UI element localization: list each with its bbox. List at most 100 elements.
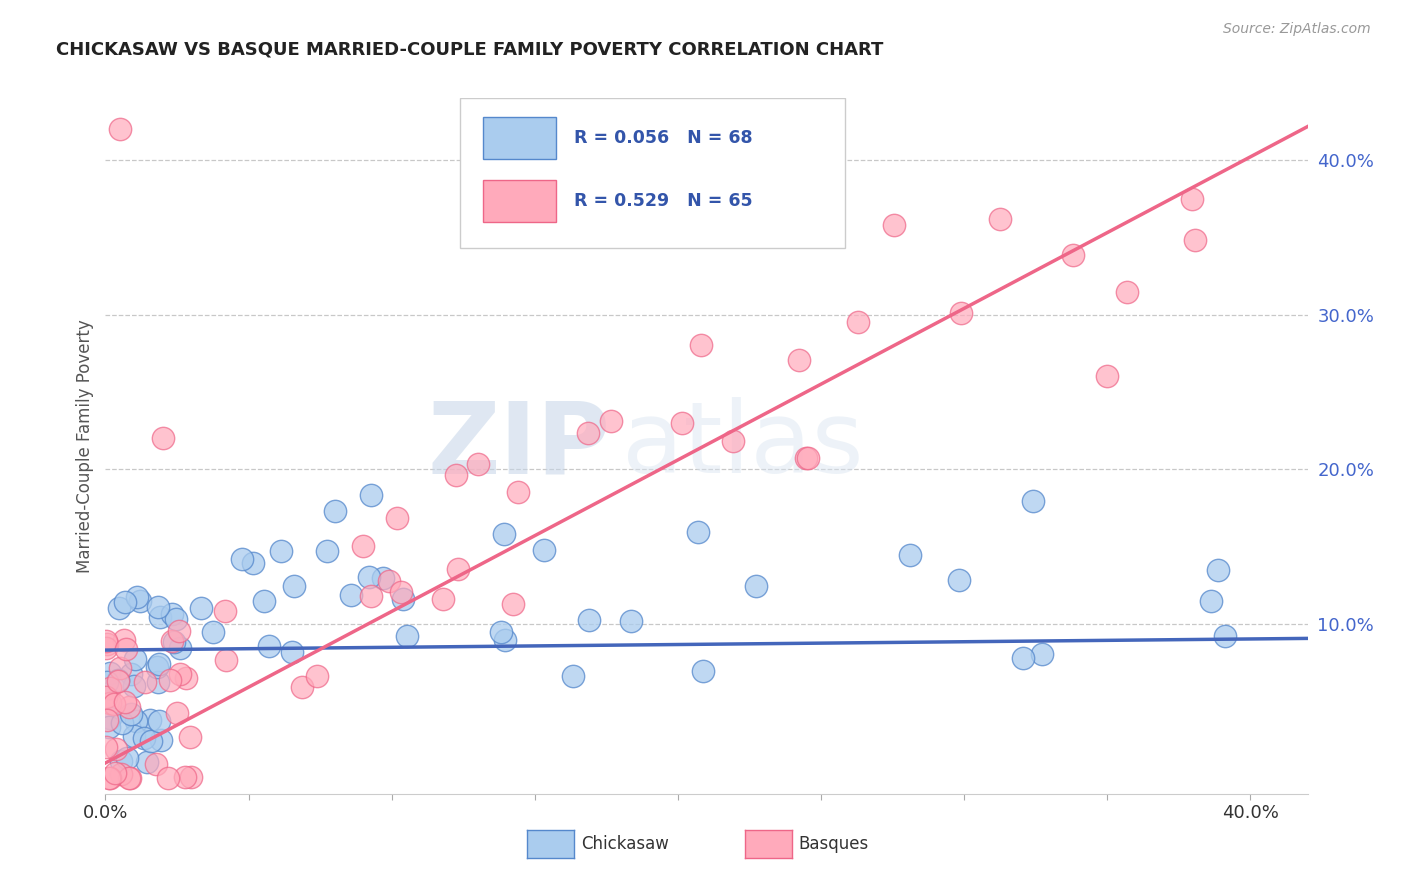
Point [257,640,280,654]
Point [148,657,170,672]
Point [110,755,132,769]
Point [360,488,382,502]
Point [145,756,167,771]
Point [107,673,129,688]
FancyBboxPatch shape [482,117,557,160]
Point [797,450,820,465]
Point [152,431,174,445]
Point [134,674,156,689]
Point [1184,233,1206,247]
Point [883,218,905,232]
Point [98,772,121,786]
Point [94,634,117,648]
Point [165,611,187,625]
Point [111,715,134,730]
Point [169,641,191,656]
Point [253,594,276,608]
FancyBboxPatch shape [460,98,845,248]
Point [1116,285,1139,300]
Point [98,681,121,695]
Point [1199,594,1222,608]
Point [1062,248,1084,262]
Point [323,504,346,518]
Point [949,306,972,320]
Point [690,338,713,352]
Point [141,734,163,748]
Point [150,732,173,747]
Point [620,614,643,628]
Point [1031,648,1053,662]
Point [360,590,382,604]
Text: ZIP: ZIP [427,398,610,494]
Point [671,416,693,430]
Point [561,668,583,682]
Point [128,594,150,608]
Point [578,614,600,628]
Point [160,634,183,648]
Point [162,607,184,621]
Point [98,772,121,786]
Point [139,713,162,727]
Point [395,629,418,643]
Point [1095,369,1118,384]
Point [108,122,131,136]
Point [115,642,138,657]
Point [686,525,709,540]
Point [146,675,169,690]
Point [389,585,412,599]
Point [157,771,180,785]
Point [846,315,869,329]
Point [135,755,157,769]
Point [174,671,197,685]
Point [576,426,599,441]
Point [98,666,121,681]
Point [494,632,516,647]
Point [988,212,1011,227]
Point [291,681,314,695]
Point [104,742,127,756]
Point [467,457,489,471]
Point [96,675,118,690]
Point [231,552,253,566]
Point [114,595,136,609]
Point [163,635,186,649]
Point [117,772,139,786]
Point [146,599,169,614]
Point [148,714,170,728]
Point [125,714,148,728]
Point [444,467,467,482]
Text: R = 0.056   N = 68: R = 0.056 N = 68 [574,129,752,147]
Point [149,610,172,624]
Point [179,730,201,744]
Point [98,720,121,734]
Point [110,661,132,675]
Point [242,556,264,570]
Point [146,659,169,673]
Point [169,667,191,681]
Y-axis label: Married-Couple Family Poverty: Married-Couple Family Poverty [76,319,94,573]
Point [600,414,623,428]
Text: Chickasaw: Chickasaw [581,835,669,853]
Point [190,600,212,615]
Point [305,669,328,683]
Point [948,574,970,588]
Point [270,543,292,558]
Point [281,645,304,659]
Point [117,750,139,764]
Point [134,731,156,745]
Point [357,570,380,584]
Text: atlas: atlas [623,398,865,494]
FancyBboxPatch shape [482,179,557,222]
Point [167,624,190,638]
Point [492,526,515,541]
Point [721,434,744,448]
Point [114,632,136,647]
Point [1208,563,1230,577]
Point [794,451,817,466]
Point [96,637,118,651]
Point [533,543,555,558]
Point [447,562,470,576]
Point [1022,494,1045,508]
Point [174,770,197,784]
Point [391,591,413,606]
